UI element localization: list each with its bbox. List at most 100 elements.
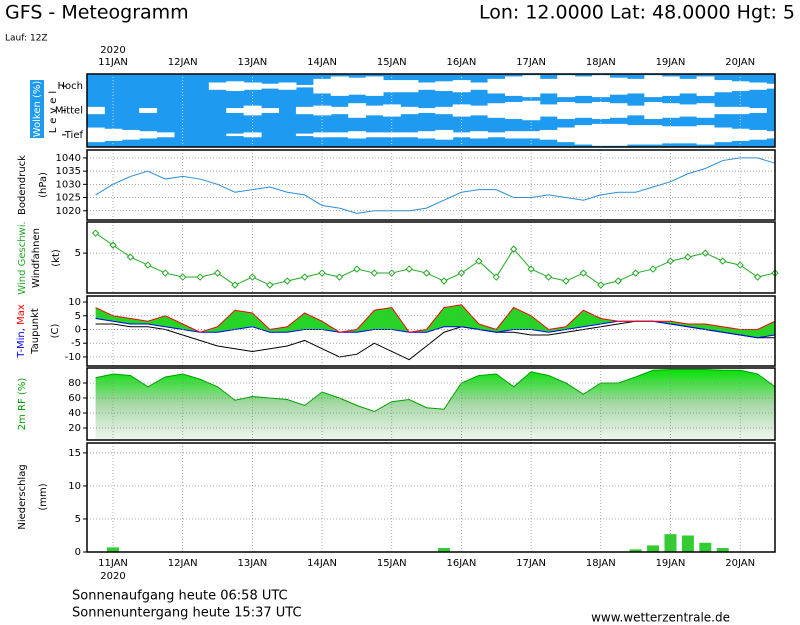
x-tick-label-top: 17JAN — [516, 57, 546, 68]
cloud-cover — [261, 108, 280, 113]
wind-marker — [684, 253, 692, 261]
run-label: Lauf: 12Z — [5, 34, 48, 44]
cloud-cover — [679, 104, 698, 117]
cloud-cover — [714, 80, 732, 93]
wind-marker — [475, 257, 483, 265]
cloud-cover — [574, 103, 593, 118]
cloud-cover — [748, 129, 767, 140]
panel-frame — [86, 442, 776, 553]
cloud-cover — [504, 76, 523, 96]
cloud-cover — [748, 108, 767, 113]
cloud-cover — [417, 131, 436, 139]
y-tick-label: 5 — [75, 248, 81, 259]
cloud-cover — [400, 106, 419, 115]
cloud-cover — [348, 103, 367, 118]
x-tick-label-bottom: 16JAN — [447, 558, 477, 569]
cloud-cover — [679, 126, 698, 144]
wind-marker — [753, 273, 762, 281]
cloud-cover — [365, 76, 384, 96]
x-tick-label-top: 12JAN — [168, 57, 198, 68]
wind-marker — [126, 253, 135, 261]
cloud-cover — [470, 131, 489, 139]
cloud-cover — [330, 106, 349, 115]
cloud-cover — [261, 83, 280, 89]
cloud-cover — [487, 78, 506, 94]
cloud-y-label: Wolken (%) — [32, 81, 43, 138]
panel-frame — [86, 149, 776, 221]
sunrise: Sonnenaufgang heute 06:58 UTC — [72, 589, 288, 604]
wind-marker — [492, 273, 500, 281]
cloud-cover — [574, 76, 593, 96]
precip-bar — [699, 542, 712, 552]
y-tick-label: 1030 — [56, 179, 81, 190]
wind-marker — [562, 277, 570, 285]
location: Lon: 12.0000 Lat: 48.0000 Hgt: 5 — [479, 2, 795, 24]
cloud-cover — [696, 76, 715, 96]
wind-marker — [440, 277, 448, 285]
y-tick-label: 15 — [68, 448, 81, 459]
rh-line — [95, 369, 776, 413]
year-top: 2020 — [100, 45, 125, 56]
precip-bar — [107, 547, 120, 552]
cloud-cover — [156, 132, 175, 138]
y-tick-label: 5 — [75, 311, 81, 322]
y-tick-label: 10 — [68, 297, 81, 308]
pressure-unit: (hPa) — [38, 172, 49, 198]
wind-marker — [248, 273, 257, 281]
y-tick-label: 1020 — [56, 206, 81, 217]
x-tick-label-top: 16JAN — [447, 57, 477, 68]
precip-bar — [716, 548, 729, 552]
cloud-cover — [714, 127, 732, 143]
cloud-cover — [696, 125, 715, 145]
cloud-cover — [400, 132, 419, 138]
cloud-cover — [400, 80, 419, 93]
cloud-cover — [679, 78, 698, 94]
title: GFS - Meteogramm — [5, 2, 189, 24]
cloud-cover — [766, 83, 775, 89]
wind-marker — [91, 229, 100, 237]
cloud-cover — [470, 82, 489, 90]
wind-marker — [231, 281, 239, 289]
y-tick-label: 80 — [68, 378, 81, 389]
dewpoint-legend: Taupunkt — [30, 308, 41, 355]
y-tick-label: 5 — [75, 514, 81, 525]
cloud-cover — [87, 127, 105, 143]
tmin-legend: T-Min, — [16, 328, 27, 359]
x-tick-label-bottom: 11JAN — [98, 558, 128, 569]
y-tick-label: 1040 — [56, 153, 81, 164]
y-tick-label: 1035 — [56, 166, 81, 177]
level-tick-label: Tief — [64, 130, 84, 141]
temp-range-fill — [95, 304, 776, 338]
wind-marker — [161, 269, 169, 277]
wind-marker — [649, 265, 657, 273]
wind-line — [95, 232, 776, 286]
precip-unit: (mm) — [38, 483, 49, 510]
wind-marker — [719, 257, 727, 265]
cloud-cover — [365, 105, 384, 116]
cloud-cover — [504, 101, 523, 120]
cloud-cover — [139, 108, 158, 113]
precip-bar — [438, 548, 451, 552]
y-tick-label: 1025 — [56, 193, 81, 204]
cloud-cover — [539, 129, 558, 140]
precip-bar — [647, 545, 660, 552]
cloud-cover — [417, 82, 436, 90]
x-tick-label-bottom: 12JAN — [168, 558, 198, 569]
y-tick-label: 0 — [75, 547, 81, 558]
cloud-cover — [226, 81, 245, 92]
cloud-cover — [330, 76, 349, 96]
wind-marker — [579, 269, 588, 277]
x-tick-label-bottom: 18JAN — [586, 558, 616, 569]
temp-legend: T-Min, Max — [16, 304, 27, 359]
wind-marker — [736, 261, 744, 269]
cloud-cover — [696, 103, 715, 118]
cloud-cover — [348, 131, 367, 139]
wind-marker — [335, 273, 344, 281]
panel-background — [87, 443, 775, 552]
precip-bar — [629, 549, 642, 552]
panel-frame — [86, 221, 776, 294]
temp-line — [95, 304, 776, 333]
cloud-cover — [435, 106, 454, 115]
x-tick-label-bottom: 19JAN — [656, 558, 686, 569]
